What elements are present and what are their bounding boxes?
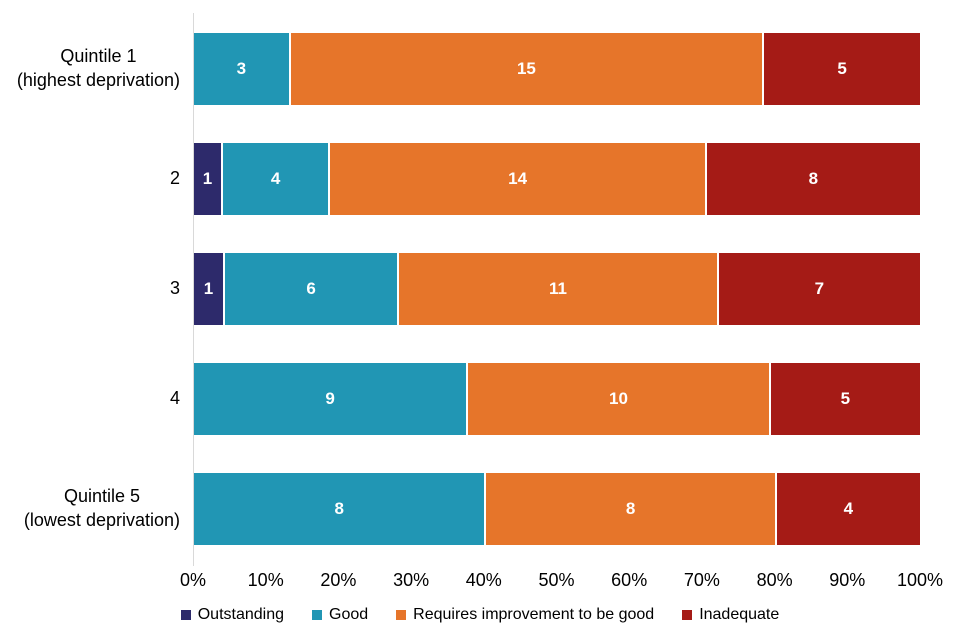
bar-segment-requires-improvement-to-be-good: 10 — [466, 363, 769, 435]
category-label: Quintile 1 (highest deprivation) — [17, 45, 180, 93]
bar-segment-value: 1 — [203, 279, 214, 298]
category-label-cell: 4 — [0, 387, 194, 411]
bar-segment-value: 8 — [334, 499, 344, 518]
plot-rows: Quintile 1 (highest deprivation) 3 15 5 2 1 4 14… — [0, 14, 920, 564]
bar-segment-good: 6 — [223, 253, 398, 325]
y-axis-line — [193, 13, 194, 566]
bar-segment-value: 4 — [270, 169, 281, 188]
bar-segment-value: 5 — [837, 59, 847, 78]
category-label-line: (highest deprivation) — [16, 70, 180, 90]
x-axis-tick-label: 30% — [393, 570, 430, 590]
x-axis-tick-label: 20% — [320, 570, 357, 590]
chart-row: 3 1 6 11 7 — [0, 234, 920, 344]
category-label-cell: Quintile 1 (highest deprivation) — [0, 45, 194, 93]
x-axis-tick-label: 50% — [538, 570, 575, 590]
legend-item-inadequate: Inadequate — [682, 606, 779, 624]
bar-segment-inadequate: 4 — [774, 473, 920, 545]
bar-segment-value: 8 — [808, 169, 819, 188]
category-label: 4 — [170, 387, 180, 411]
bar-segment-value: 8 — [625, 499, 636, 518]
bar-segment-outstanding: 1 — [194, 143, 221, 215]
bar-segment-inadequate: 5 — [768, 363, 920, 435]
bar-track: 1 6 11 7 — [194, 253, 920, 325]
bar-segment-value: 4 — [843, 499, 854, 518]
legend-label: Requires improvement to be good — [413, 606, 655, 623]
legend-item-requires-improvement-to-be-good: Requires improvement to be good — [396, 606, 654, 624]
category-label-cell: 2 — [0, 167, 194, 191]
bar-segment-value: 10 — [609, 389, 628, 408]
legend-swatch-icon — [180, 610, 191, 620]
bar-track: 9 10 5 — [194, 363, 920, 435]
chart-row: Quintile 5 (lowest deprivation) 8 8 4 — [0, 454, 920, 564]
bar-segment-inadequate: 7 — [716, 253, 920, 325]
bar-segment-inadequate: 5 — [762, 33, 920, 105]
bar-segment-good: 4 — [220, 143, 329, 215]
category-label-cell: 3 — [0, 277, 194, 301]
category-label: 3 — [170, 277, 180, 301]
x-axis-tick-label: 90% — [829, 570, 866, 590]
category-label: Quintile 5 (lowest deprivation) — [24, 485, 180, 533]
legend-label: Good — [329, 606, 369, 623]
legend-swatch-icon — [312, 610, 323, 620]
bar-segment-value: 7 — [814, 279, 825, 298]
x-axis-tick-label: 100% — [896, 570, 944, 590]
bar-segment-good: 9 — [194, 363, 467, 435]
x-axis-tick-label: 0% — [179, 570, 207, 590]
category-label-cell: Quintile 5 (lowest deprivation) — [0, 485, 194, 533]
bar-track: 8 8 4 — [194, 473, 920, 545]
x-axis-tick-label: 10% — [247, 570, 284, 590]
x-axis-tick-label: 80% — [756, 570, 793, 590]
legend-item-outstanding: Outstanding — [180, 606, 285, 624]
chart-row: 2 1 4 14 8 — [0, 124, 920, 234]
bar-segment-outstanding: 1 — [194, 253, 224, 325]
category-label-line: 2 — [169, 168, 180, 189]
bar-segment-good: 3 — [194, 33, 289, 105]
legend-swatch-icon — [682, 610, 693, 620]
x-axis-tick-label: 40% — [465, 570, 502, 590]
bar-segment-value: 11 — [548, 279, 567, 298]
chart-row: Quintile 1 (highest deprivation) 3 15 5 — [0, 14, 920, 124]
category-label-line: Quintile 5 — [63, 486, 140, 507]
bar-track: 3 15 5 — [194, 33, 920, 105]
bar-segment-inadequate: 8 — [704, 143, 920, 215]
legend-item-good: Good — [312, 606, 368, 624]
bar-segment-value: 15 — [516, 59, 536, 78]
x-axis-tick-label: 70% — [683, 570, 720, 590]
legend: Outstanding Good Requires improvement to b… — [0, 606, 960, 624]
category-label-line: 3 — [169, 278, 180, 299]
category-label-line: Quintile 1 — [60, 46, 137, 67]
bar-segment-good: 8 — [194, 473, 485, 545]
x-axis: 0% 10% 20% 30% 40% 50% 60% 70% 80% 90% 100% — [180, 570, 943, 594]
bar-segment-requires-improvement-to-be-good: 11 — [397, 253, 717, 325]
category-label-line: (lowest deprivation) — [23, 510, 180, 530]
bar-segment-value: 5 — [840, 389, 851, 408]
category-label: 2 — [170, 167, 180, 191]
x-axis-tick-label: 60% — [611, 570, 648, 590]
bar-track: 1 4 14 8 — [194, 143, 920, 215]
bar-segment-value: 9 — [325, 389, 335, 408]
bar-segment-requires-improvement-to-be-good: 15 — [288, 33, 763, 105]
legend-label: Outstanding — [197, 606, 285, 623]
legend-label: Inadequate — [699, 606, 780, 623]
legend-swatch-icon — [396, 610, 407, 620]
bar-segment-requires-improvement-to-be-good: 14 — [328, 143, 705, 215]
bar-segment-requires-improvement-to-be-good: 8 — [484, 473, 775, 545]
chart-row: 4 9 10 5 — [0, 344, 920, 454]
bar-segment-value: 3 — [236, 59, 247, 78]
bar-segment-value: 14 — [508, 169, 528, 188]
bar-segment-value: 6 — [306, 279, 316, 298]
bar-segment-value: 1 — [202, 169, 213, 188]
category-label-line: 4 — [169, 388, 180, 409]
